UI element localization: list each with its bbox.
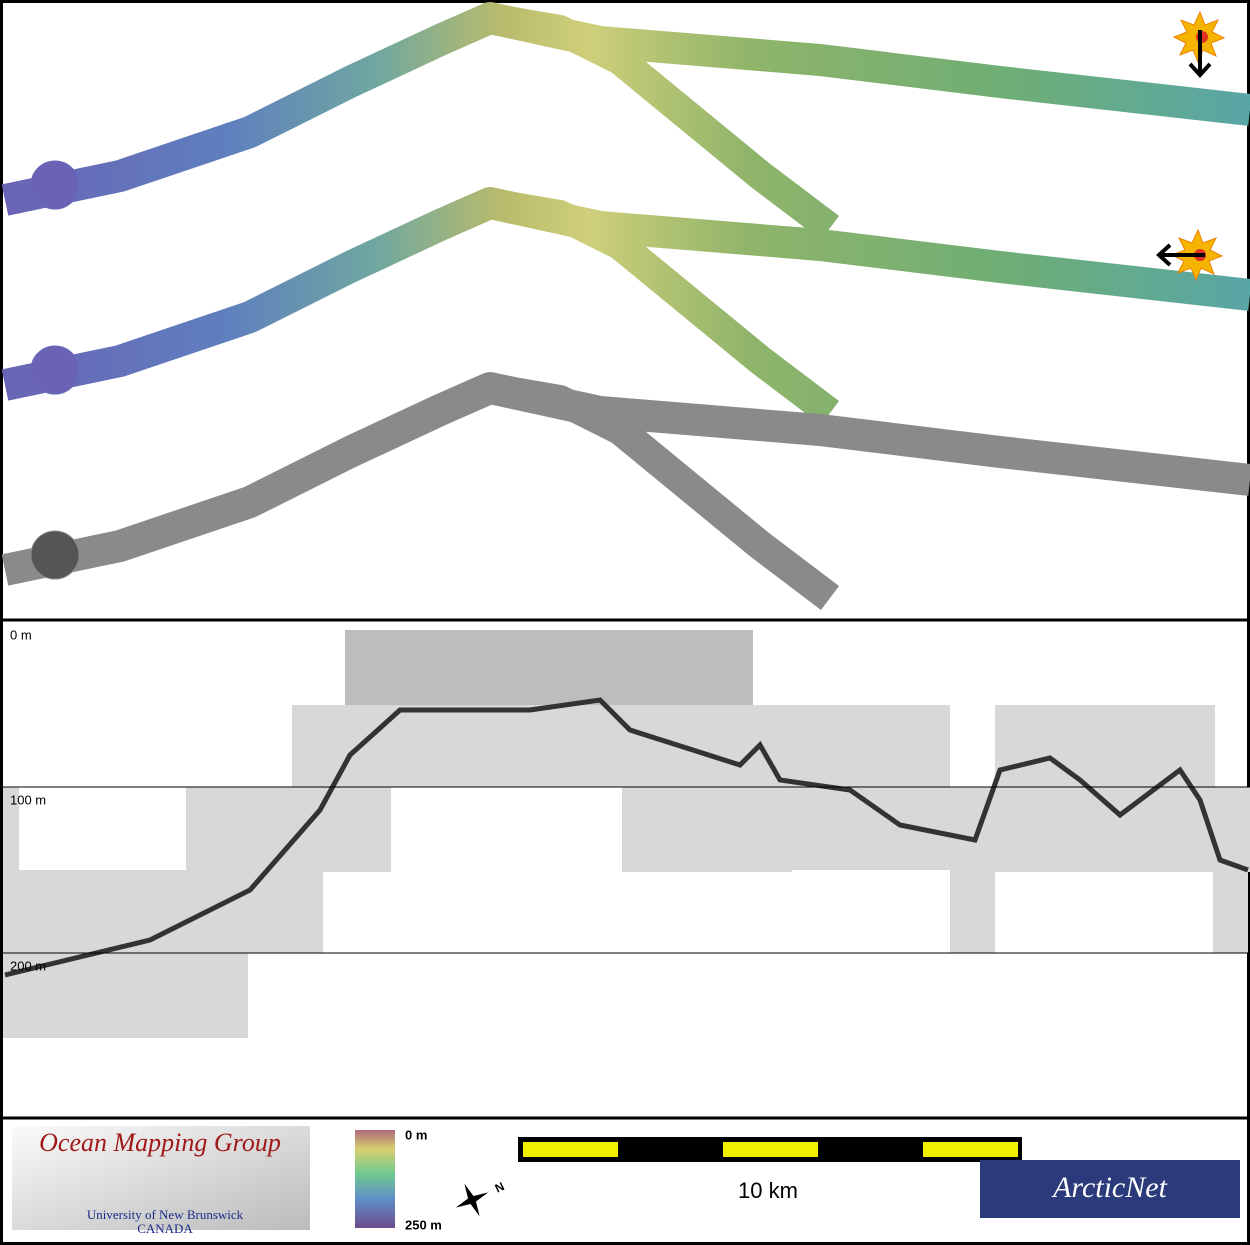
colorbar bbox=[355, 1130, 395, 1228]
colorbar-label: 250 m bbox=[405, 1217, 442, 1232]
scale-label: 10 km bbox=[738, 1178, 798, 1203]
arcticnet-logo bbox=[980, 1160, 1240, 1218]
omg-logo bbox=[12, 1126, 310, 1230]
logo-line: CANADA bbox=[137, 1221, 193, 1236]
north-arrow bbox=[455, 1183, 489, 1217]
seabed-reflector bbox=[4, 697, 1249, 978]
arcticnet-label: ArcticNet bbox=[1051, 1171, 1168, 1204]
sun-icon bbox=[1172, 10, 1226, 78]
sun-icon bbox=[1156, 228, 1224, 282]
scale-bar-segments bbox=[523, 1142, 1018, 1157]
depth-label: 100 m bbox=[10, 792, 46, 807]
colorbar-label: 0 m bbox=[405, 1127, 427, 1142]
logo-title: Ocean Mapping Group bbox=[39, 1128, 281, 1157]
depth-label: 0 m bbox=[10, 627, 32, 642]
depth-label: 200 m bbox=[10, 958, 46, 973]
logo-line: University of New Brunswick bbox=[87, 1207, 244, 1222]
